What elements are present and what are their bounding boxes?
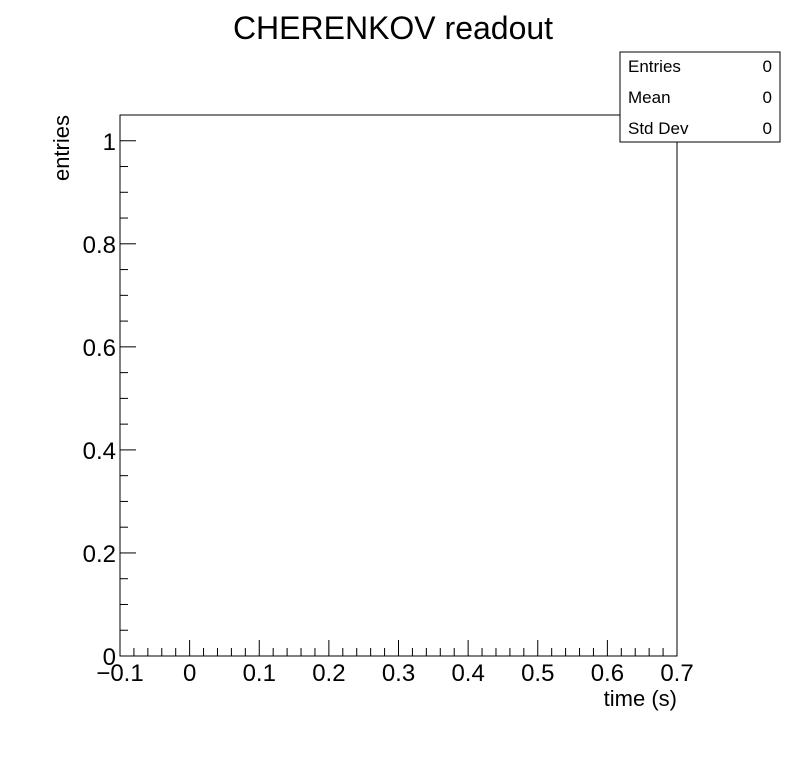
y-tick-label: 0.6 [83, 335, 116, 362]
stats-box-frame [619, 51, 781, 143]
stats-stddev-label: Std Dev [628, 119, 689, 138]
stats-mean-value: 0 [763, 88, 772, 107]
stats-entries-value: 0 [763, 57, 772, 76]
y-tick-label: 1 [103, 129, 116, 156]
y-tick-label: 0.8 [83, 232, 116, 259]
x-tick-label: 0.5 [521, 660, 554, 687]
y-tick-label: 0 [103, 644, 116, 671]
plot-frame [119, 114, 678, 657]
y-axis-label: entries [49, 115, 74, 181]
stats-entries-label: Entries [628, 57, 681, 76]
chart-title: CHERENKOV readout [233, 10, 553, 46]
axis-ticks [119, 114, 678, 657]
x-tick-label: 0.3 [382, 660, 415, 687]
x-tick-labels: −0.1 0 0.1 0.2 0.3 0.4 0.5 0.6 0.7 [96, 660, 693, 687]
x-tick-label: 0.6 [591, 660, 624, 687]
x-tick-label: −0.1 [96, 660, 143, 687]
x-tick-label: 0.1 [243, 660, 276, 687]
x-tick-label: 0.4 [451, 660, 484, 687]
stats-stddev-value: 0 [763, 119, 772, 138]
x-tick-label: 0.2 [312, 660, 345, 687]
y-tick-label: 0.4 [83, 438, 116, 465]
stats-mean-label: Mean [628, 88, 671, 107]
x-tick-label: 0.7 [660, 660, 693, 687]
y-tick-labels: 0 0.2 0.4 0.6 0.8 1 [83, 129, 116, 671]
y-tick-label: 0.2 [83, 541, 116, 568]
x-axis-label: time (s) [604, 686, 677, 711]
x-tick-label: 0 [183, 660, 196, 687]
stats-box: Entries 0 Mean 0 Std Dev 0 [619, 51, 781, 143]
